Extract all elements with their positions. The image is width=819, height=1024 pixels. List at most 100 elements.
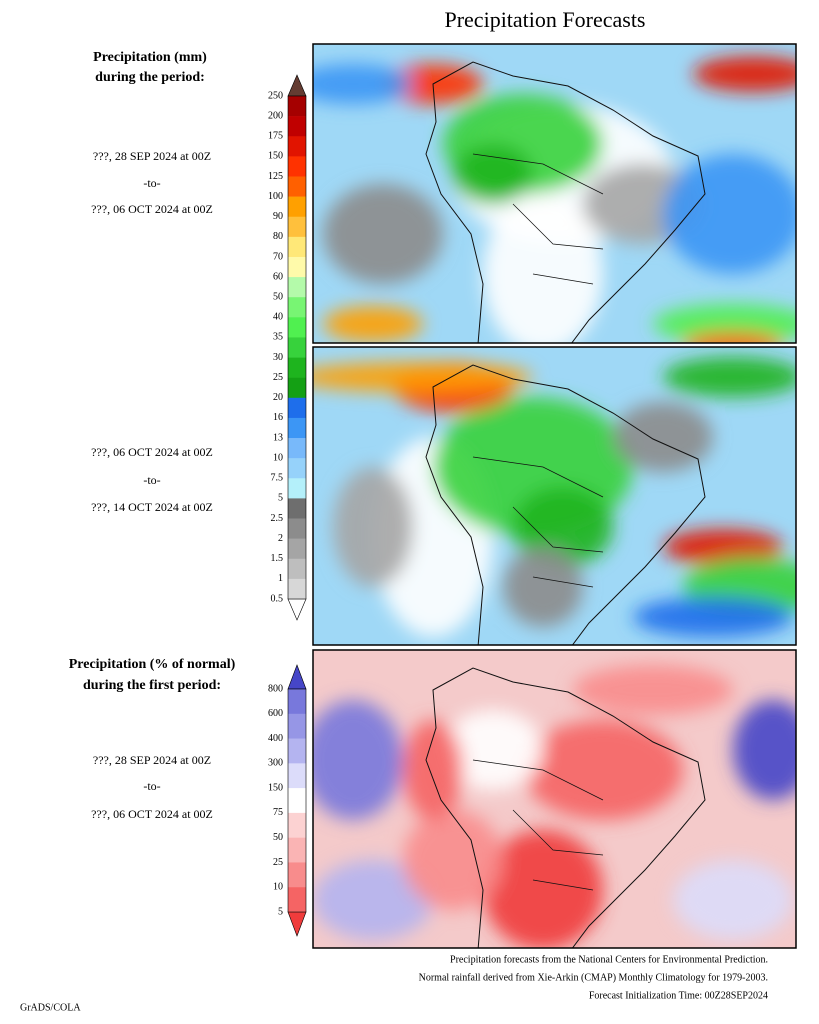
border xyxy=(472,759,604,891)
period-from: ???, 28 SEP 2024 at 00Z xyxy=(93,149,211,163)
map-blob xyxy=(323,184,443,284)
colorbar-segment xyxy=(288,337,306,358)
colorbar-segment xyxy=(288,277,306,298)
colorbar-segment xyxy=(288,478,306,499)
colorbar-label: 100 xyxy=(268,191,283,202)
colorbar-segment xyxy=(288,862,306,888)
map-frame xyxy=(312,346,797,646)
map-blob xyxy=(333,467,413,587)
colorbar-label: 25 xyxy=(273,372,283,383)
colorbar-label: 35 xyxy=(273,332,283,343)
map-blob xyxy=(573,665,733,715)
map-blob xyxy=(483,194,603,343)
period-to: ???, 14 OCT 2024 at 00Z xyxy=(91,500,213,514)
map-blob xyxy=(313,362,533,392)
colorbar-label: 70 xyxy=(273,251,283,262)
colorbar-label: 200 xyxy=(268,110,283,121)
map-blob xyxy=(663,357,796,397)
colorbar-segment xyxy=(288,377,306,399)
colorbar-segment xyxy=(288,216,306,238)
map-blob xyxy=(733,700,796,800)
colorbar-segment xyxy=(288,837,306,863)
map-blob xyxy=(313,860,433,940)
period-to: ???, 06 OCT 2024 at 00Z xyxy=(91,807,213,821)
map-blob xyxy=(663,154,796,274)
map-field xyxy=(313,665,796,948)
colorbar-segment xyxy=(288,458,306,479)
colorbar-label: 30 xyxy=(273,352,283,363)
colorbar-label: 1 xyxy=(278,573,283,584)
maps xyxy=(312,43,797,949)
colorbar-segment xyxy=(288,763,306,789)
colorbar-segment xyxy=(288,438,306,459)
period-sep: -to- xyxy=(143,176,160,190)
colorbar-segment xyxy=(288,788,306,814)
colorbar-segment xyxy=(288,738,306,764)
colorbar-label: 1.5 xyxy=(271,553,284,564)
map-blob xyxy=(313,700,403,820)
colorbar-frame xyxy=(287,688,307,913)
map-blob xyxy=(683,332,783,343)
map-panel xyxy=(313,44,796,343)
colorbar-label: 50 xyxy=(273,832,283,843)
colorbar-label: 5 xyxy=(278,493,283,504)
map-blob xyxy=(633,597,793,637)
colorbar-segment xyxy=(288,196,306,218)
map-blob xyxy=(693,56,796,92)
map-panel xyxy=(313,650,796,948)
colorbar-label: 2.5 xyxy=(271,513,284,524)
colorbar-segment xyxy=(288,256,306,278)
credit: GrADS/COLA xyxy=(20,1002,81,1013)
colorbar-arrow xyxy=(287,598,307,621)
legend-title: Precipitation (% of normal) xyxy=(69,657,236,672)
map-blob xyxy=(513,487,613,567)
footer-line: Forecast Initialization Time: 00Z28SEP20… xyxy=(589,990,768,1001)
coastline xyxy=(425,364,706,645)
colorbar-segment xyxy=(288,518,306,539)
colorbar-label: 2 xyxy=(278,533,283,544)
map-blob xyxy=(663,529,783,565)
map-panel xyxy=(313,347,796,645)
colorbar-label: 20 xyxy=(273,392,283,403)
colorbar-label: 16 xyxy=(273,412,283,423)
border xyxy=(472,153,604,285)
map-blob xyxy=(443,710,543,790)
colorbar-label: 400 xyxy=(268,733,283,744)
colorbar-frame xyxy=(287,95,307,600)
colorbar-label: 10 xyxy=(273,882,283,893)
colorbar-label: 150 xyxy=(268,151,283,162)
colorbar-arrow xyxy=(287,911,307,937)
colorbar-label: 90 xyxy=(273,211,283,222)
legend-title: during the first period: xyxy=(83,678,221,693)
colorbar-label: 150 xyxy=(268,782,283,793)
map-blob xyxy=(673,860,793,940)
colorbar-label: 75 xyxy=(273,807,283,818)
map-field xyxy=(313,357,796,637)
colorbar-segment xyxy=(288,317,306,338)
colorbar-label: 25 xyxy=(273,857,283,868)
map-blob xyxy=(503,547,583,627)
footer-line: Normal rainfall derived from Xie-Arkin (… xyxy=(419,972,768,983)
colorbars: 2502001751501251009080706050403530252016… xyxy=(268,74,307,937)
colorbar-label: 60 xyxy=(273,271,283,282)
map-blob xyxy=(323,306,423,342)
colorbar-segment xyxy=(288,713,306,739)
colorbar-label: 250 xyxy=(268,90,283,101)
colorbar-segment xyxy=(288,136,306,157)
colorbar-label: 13 xyxy=(273,432,283,443)
title: Precipitation Forecasts xyxy=(444,7,645,32)
colorbar-segment xyxy=(288,397,306,419)
colorbar-label: 5 xyxy=(278,906,283,917)
colorbar-segment xyxy=(288,297,306,318)
map-frame xyxy=(312,43,797,344)
colorbar-segment xyxy=(288,96,306,117)
colorbar-segment xyxy=(288,578,306,600)
colorbar-label: 300 xyxy=(268,758,283,769)
map-blob xyxy=(483,830,603,948)
colorbar-label: 7.5 xyxy=(271,473,284,484)
period-from: ???, 06 OCT 2024 at 00Z xyxy=(91,445,213,459)
colorbar-segment xyxy=(288,558,306,580)
colorbar-label: 80 xyxy=(273,231,283,242)
border xyxy=(472,456,604,588)
